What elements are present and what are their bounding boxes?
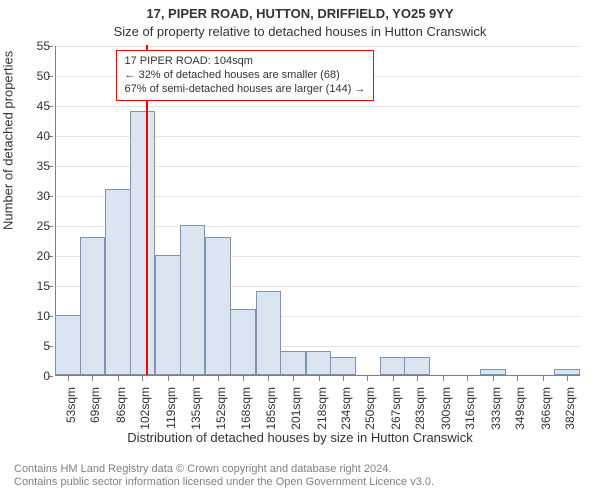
x-tick-label: 250sqm	[363, 387, 377, 430]
x-tick-label: 300sqm	[439, 387, 453, 430]
histogram-bar	[80, 237, 106, 375]
y-tick-label: 55	[25, 39, 50, 53]
x-tick	[293, 376, 294, 381]
histogram-bar	[480, 369, 506, 375]
x-tick	[393, 376, 394, 381]
x-tick-label: 135sqm	[189, 387, 203, 430]
annotation-box: 17 PIPER ROAD: 104sqm ← 32% of detached …	[116, 50, 375, 101]
x-tick-label: 234sqm	[339, 387, 353, 430]
annotation-line2: ← 32% of detached houses are smaller (68…	[125, 69, 366, 83]
x-tick-label: 152sqm	[214, 387, 228, 430]
x-tick-label: 119sqm	[164, 387, 178, 429]
x-tick-label: 102sqm	[138, 387, 152, 430]
histogram-bar	[306, 351, 332, 375]
x-tick-label: 382sqm	[563, 387, 577, 430]
x-tick	[268, 376, 269, 381]
x-tick-label: 53sqm	[64, 387, 78, 423]
gridline-h	[56, 46, 580, 47]
footnote-line2: Contains public sector information licen…	[14, 476, 434, 490]
x-tick	[417, 376, 418, 381]
histogram-bar	[330, 357, 356, 375]
histogram-bar	[155, 255, 181, 375]
x-tick	[243, 376, 244, 381]
x-tick	[68, 376, 69, 381]
histogram-bar	[105, 189, 131, 375]
footnote: Contains HM Land Registry data © Crown c…	[14, 463, 434, 491]
x-tick	[443, 376, 444, 381]
x-tick	[168, 376, 169, 381]
x-tick	[142, 376, 143, 381]
y-tick-label: 15	[25, 279, 50, 293]
x-tick-label: 218sqm	[315, 387, 329, 430]
x-tick-label: 349sqm	[513, 387, 527, 430]
histogram-bar	[180, 225, 206, 375]
x-tick	[343, 376, 344, 381]
annotation-line3: 67% of semi-detached houses are larger (…	[125, 83, 366, 97]
footnote-line1: Contains HM Land Registry data © Crown c…	[14, 463, 434, 477]
x-tick	[193, 376, 194, 381]
chart-subtitle: Size of property relative to detached ho…	[0, 24, 600, 39]
histogram-bar	[280, 351, 306, 375]
x-tick-label: 86sqm	[114, 387, 128, 423]
x-tick	[118, 376, 119, 381]
chart-title: 17, PIPER ROAD, HUTTON, DRIFFIELD, YO25 …	[0, 6, 600, 21]
histogram-bar	[205, 237, 231, 375]
x-tick	[319, 376, 320, 381]
annotation-line1: 17 PIPER ROAD: 104sqm	[125, 55, 366, 69]
histogram-bar	[230, 309, 256, 375]
x-tick	[218, 376, 219, 381]
histogram-bar	[404, 357, 430, 375]
y-tick-label: 10	[25, 309, 50, 323]
y-tick-label: 30	[25, 189, 50, 203]
x-tick-label: 333sqm	[489, 387, 503, 430]
y-tick-label: 5	[25, 339, 50, 353]
x-tick	[92, 376, 93, 381]
x-tick-label: 283sqm	[413, 387, 427, 430]
y-tick-label: 25	[25, 219, 50, 233]
histogram-bar	[554, 369, 580, 375]
x-tick-label: 168sqm	[239, 387, 253, 430]
histogram-bar	[55, 315, 81, 375]
x-tick	[467, 376, 468, 381]
x-tick-label: 69sqm	[88, 387, 102, 423]
y-tick-label: 20	[25, 249, 50, 263]
histogram-bar	[380, 357, 406, 375]
chart-container: 17, PIPER ROAD, HUTTON, DRIFFIELD, YO25 …	[0, 0, 600, 500]
x-tick	[493, 376, 494, 381]
x-tick-label: 366sqm	[539, 387, 553, 430]
y-axis-label: Number of detached properties	[1, 51, 16, 230]
y-tick-label: 40	[25, 129, 50, 143]
x-tick-label: 316sqm	[463, 387, 477, 430]
x-tick	[367, 376, 368, 381]
histogram-bar	[256, 291, 282, 375]
x-axis-label: Distribution of detached houses by size …	[0, 430, 600, 445]
y-tick-label: 50	[25, 69, 50, 83]
x-tick-label: 185sqm	[264, 387, 278, 430]
x-tick	[543, 376, 544, 381]
histogram-bar	[130, 111, 156, 375]
x-tick-label: 267sqm	[389, 387, 403, 430]
x-tick	[517, 376, 518, 381]
x-tick-label: 201sqm	[289, 387, 303, 430]
plot-area: 0510152025303540455055 17 PIPER ROAD: 10…	[55, 46, 580, 376]
gridline-h	[56, 106, 580, 107]
x-tick	[567, 376, 568, 381]
y-tick-label: 35	[25, 159, 50, 173]
y-tick-label: 0	[25, 369, 50, 383]
y-tick-label: 45	[25, 99, 50, 113]
